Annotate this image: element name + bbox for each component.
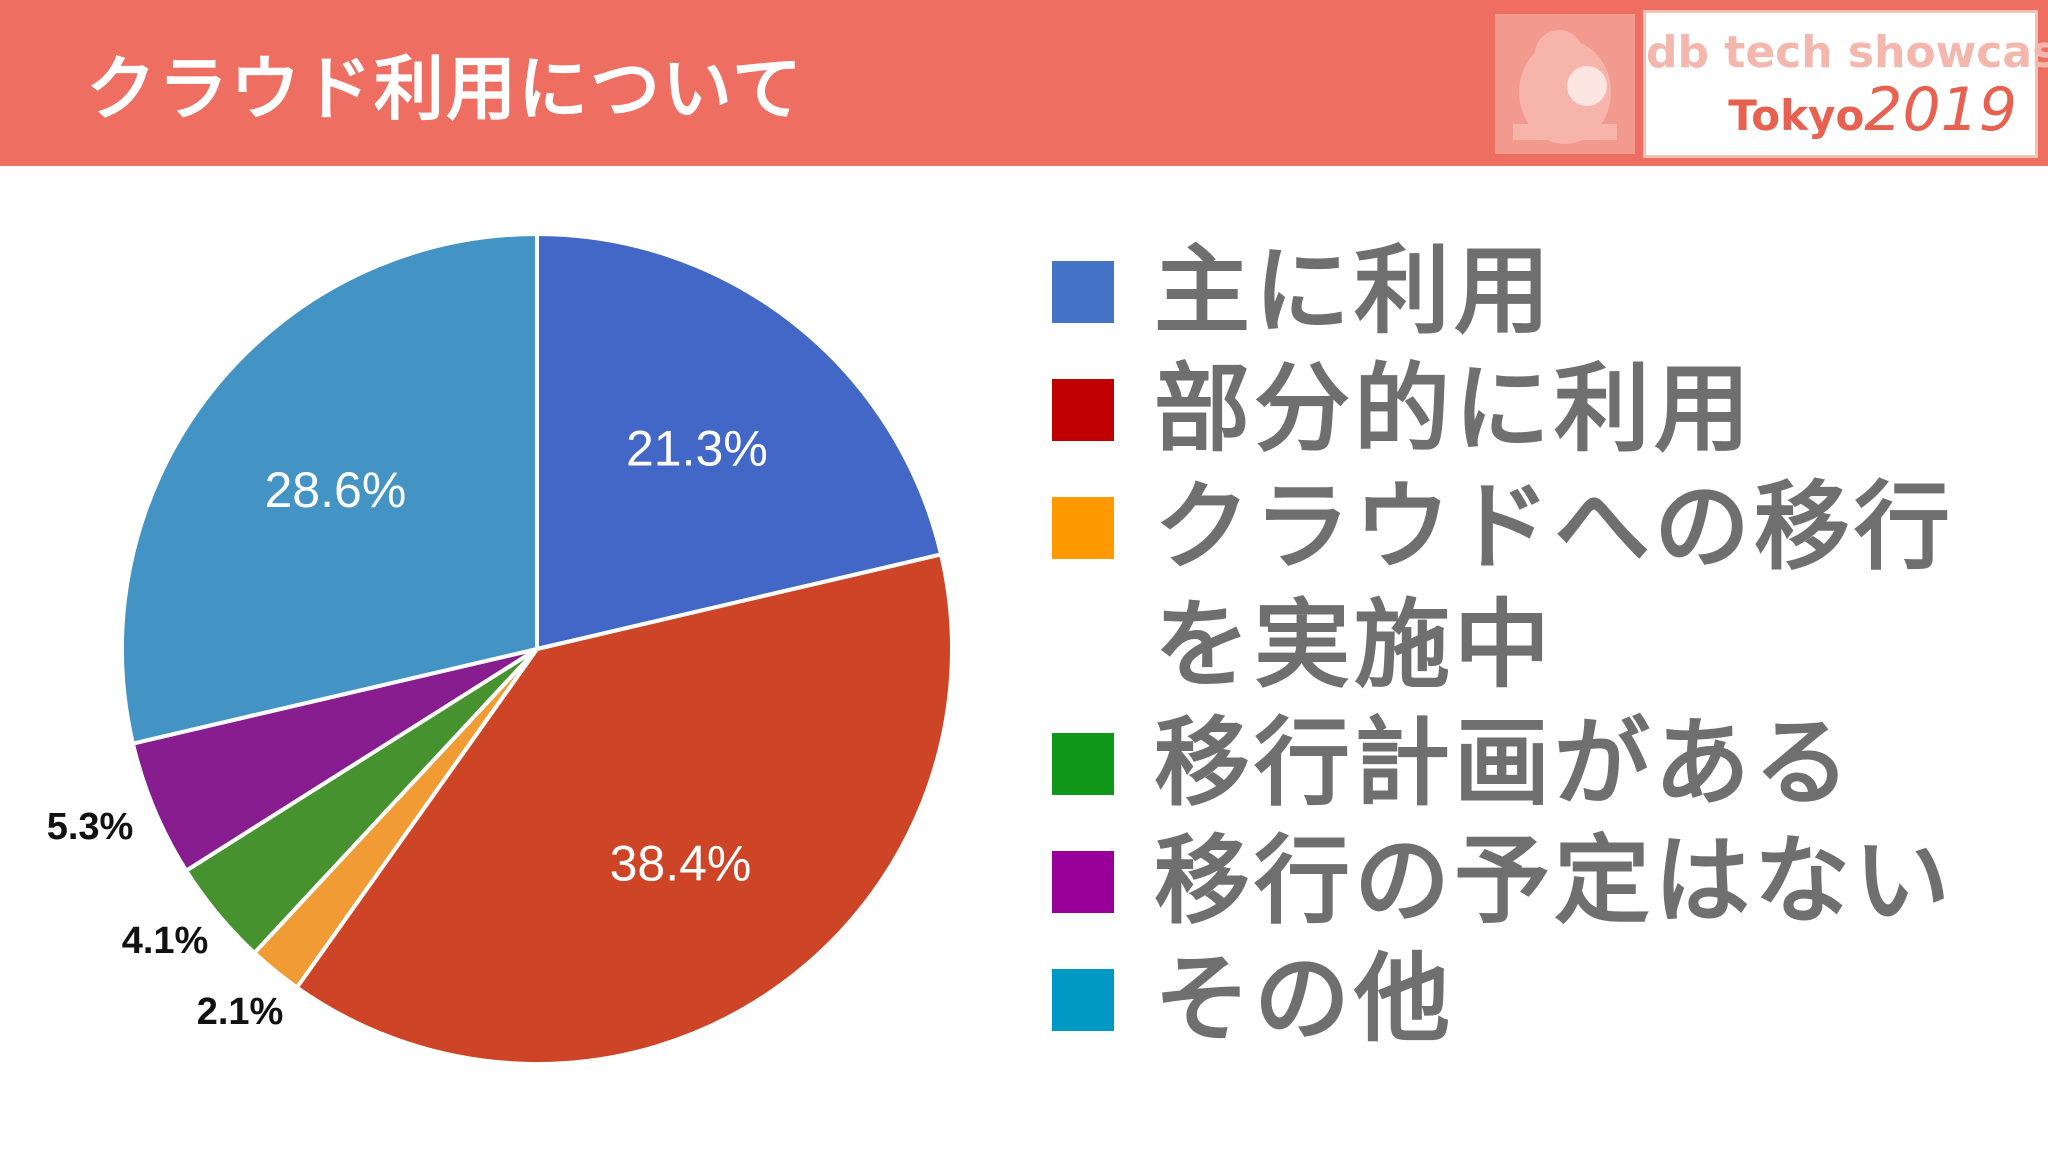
pie-slice-label: 28.6% (265, 462, 407, 518)
header-bar: クラウド利用について db tech showcase Tokyo2019 (0, 0, 2048, 166)
legend-swatch (1052, 261, 1114, 323)
legend-swatch (1052, 733, 1114, 795)
event-logo-year: 2019 (1864, 75, 2017, 145)
event-logo-city: Tokyo (1728, 91, 1865, 140)
event-logo-city-year: Tokyo2019 (1728, 75, 2017, 145)
legend-label: 移行の予定はない (1154, 825, 1954, 937)
pie-slice (535, 232, 944, 651)
pie-slice-label: 38.4% (610, 836, 752, 892)
pie-slice (130, 647, 539, 873)
pie-slice-label: 21.3% (626, 420, 768, 476)
pie-slice-label: 5.3% (47, 806, 134, 848)
legend-label: クラウドへの移行を実施中 (1154, 471, 1954, 701)
legend-swatch (1052, 379, 1114, 441)
pie-slice (120, 232, 539, 746)
legend-label: 移行計画がある (1154, 707, 1854, 819)
legend-item: 移行計画がある (1052, 704, 2012, 822)
legend-label: 部分的に利用 (1154, 353, 1754, 465)
legend-swatch (1052, 497, 1114, 559)
legend-item: その他 (1052, 940, 2012, 1058)
legend-swatch (1052, 969, 1114, 1031)
pie-slice-label: 4.1% (122, 920, 209, 962)
pie-slice-label: 2.1% (197, 991, 284, 1033)
legend-swatch (1052, 851, 1114, 913)
legend-item: クラウドへの移行を実施中 (1052, 468, 2012, 704)
pie-slice (294, 552, 954, 1066)
chart-legend: 主に利用 部分的に利用 クラウドへの移行を実施中 移行計画がある 移行の予定はない その他 (1052, 232, 2012, 1058)
legend-item: 主に利用 (1052, 232, 2012, 350)
pie-slice-labels: 21.3% 38.4% 2.1% 4.1% 5.3% 28.6% (47, 420, 768, 1033)
legend-item: 部分的に利用 (1052, 350, 2012, 468)
event-logo-name: db tech showcase (1646, 27, 2048, 78)
pie-chart: 21.3% 38.4% 2.1% 4.1% 5.3% 28.6% (47, 232, 954, 1066)
mascot-logo-icon (1495, 14, 1635, 154)
legend-label: 主に利用 (1154, 235, 1554, 347)
event-logo: db tech showcase Tokyo2019 (1643, 10, 2048, 158)
pie-slices (120, 232, 954, 1066)
legend-item: 移行の予定はない (1052, 822, 2012, 940)
legend-label: その他 (1154, 943, 1454, 1055)
page-title: クラウド利用について (86, 48, 804, 130)
